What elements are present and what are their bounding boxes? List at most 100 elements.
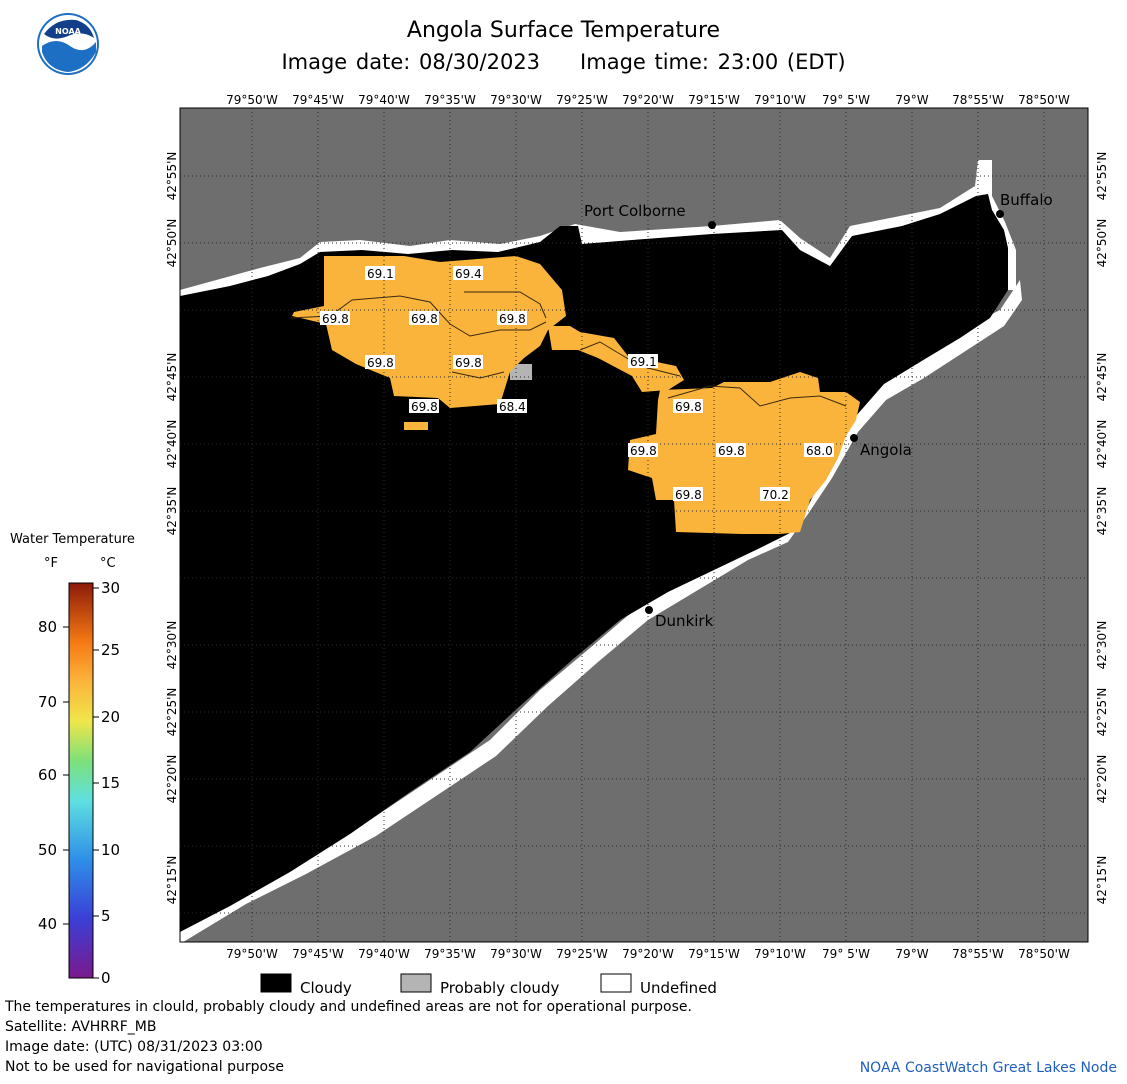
lon-label: 78°55'W — [952, 93, 1004, 107]
lon-label: 79°40'W — [358, 93, 410, 107]
place-label-buffalo: Buffalo — [1000, 191, 1053, 209]
image-date: Image date: 08/30/2023 — [281, 50, 541, 74]
lat-label: 42°35'N — [1095, 487, 1109, 536]
temp-label: 69.8 — [322, 312, 349, 326]
key-swatch-undefined — [600, 973, 632, 993]
temp-label: 69.8 — [675, 400, 702, 414]
angola-marker — [850, 434, 858, 442]
lat-label: 42°30'N — [165, 621, 179, 670]
key-label-undefined: Undefined — [640, 979, 717, 997]
lon-labels-bottom: 79°50'W 79°45'W 79°40'W 79°35'W 79°30'W … — [226, 947, 1070, 961]
buffalo-marker — [996, 210, 1004, 218]
lat-label: 42°45'N — [1095, 353, 1109, 402]
lat-label: 42°40'N — [165, 420, 179, 469]
legend-c-tick: 10 — [101, 841, 120, 859]
temp-label: 69.4 — [455, 267, 482, 281]
temp-label: 69.8 — [411, 400, 438, 414]
lon-label: 79° 5'W — [822, 93, 870, 107]
legend-color-bar — [68, 582, 94, 979]
temp-label: 70.2 — [762, 488, 789, 502]
key-swatch-cloudy — [260, 973, 292, 993]
temp-label: 69.8 — [499, 312, 526, 326]
lat-label: 42°50'N — [165, 219, 179, 268]
lon-label: 79°50'W — [226, 93, 278, 107]
legend-f-tick: 80 — [38, 618, 57, 636]
map-frame — [179, 107, 1089, 943]
footer-credit: NOAA CoastWatch Great Lakes Node — [859, 1060, 1117, 1076]
temp-label: 69.1 — [630, 355, 657, 369]
lon-label: 79°30'W — [490, 93, 542, 107]
legend-c-labels: 30 25 20 15 10 5 0 — [101, 579, 120, 987]
port-colborne-marker — [708, 221, 716, 229]
legend-c-tick: 5 — [101, 907, 111, 925]
legend-ticks — [63, 587, 99, 979]
legend-c-tick: 20 — [101, 708, 120, 726]
lat-labels-left: 42°55'N 42°50'N 42°45'N 42°40'N 42°35'N … — [165, 152, 179, 905]
temp-label: 69.8 — [675, 488, 702, 502]
legend-f-labels: 80 70 60 50 40 — [38, 618, 57, 933]
dunkirk-marker — [645, 606, 653, 614]
legend-c-tick: 25 — [101, 641, 120, 659]
legend-f-tick: 40 — [38, 915, 57, 933]
lon-label: 79°15'W — [688, 947, 740, 961]
legend-f-tick: 60 — [38, 766, 57, 784]
footer-satellite: Satellite: AVHRRF_MB — [5, 1019, 157, 1035]
image-datetime: Image date: 08/30/2023 Image time: 23:00 … — [0, 50, 1127, 74]
footer-utc-date: Image date: (UTC) 08/31/2023 03:00 — [5, 1039, 263, 1055]
lon-label: 79°35'W — [424, 947, 476, 961]
lon-label: 79°20'W — [622, 947, 674, 961]
lon-label: 79°45'W — [292, 93, 344, 107]
lon-label: 79°45'W — [292, 947, 344, 961]
legend-f-tick: 50 — [38, 841, 57, 859]
water-temperature-strip — [548, 326, 684, 392]
temp-label: 68.0 — [806, 444, 833, 458]
legend-c-tick: 15 — [101, 774, 120, 792]
temp-label: 69.8 — [367, 356, 394, 370]
temp-label: 69.1 — [367, 267, 394, 281]
lat-label: 42°55'N — [165, 152, 179, 201]
lon-label: 79°15'W — [688, 93, 740, 107]
place-label-dunkirk: Dunkirk — [655, 612, 714, 630]
lon-label: 78°55'W — [952, 947, 1004, 961]
lon-label: 79°W — [895, 93, 928, 107]
logo-text: NOAA — [55, 27, 81, 36]
lat-label: 42°25'N — [1095, 688, 1109, 737]
graticule — [180, 108, 1088, 942]
lon-label: 79°50'W — [226, 947, 278, 961]
page-title: Angola Surface Temperature — [406, 18, 721, 43]
lon-label: 79°30'W — [490, 947, 542, 961]
lat-label: 42°45'N — [165, 353, 179, 402]
lat-label: 42°35'N — [165, 487, 179, 536]
legend-c-tick: 30 — [101, 579, 120, 597]
category-key: Cloudy Probably cloudy Undefined — [260, 973, 717, 997]
legend-f-tick: 70 — [38, 693, 57, 711]
temp-label: 69.8 — [455, 356, 482, 370]
lat-label: 42°20'N — [165, 755, 179, 804]
lon-label: 78°50'W — [1018, 947, 1070, 961]
lon-label: 79°25'W — [556, 93, 608, 107]
legend-title: Water Temperature — [10, 532, 135, 547]
lon-labels-top: 79°50'W 79°45'W 79°40'W 79°35'W 79°30'W … — [226, 93, 1070, 107]
legend-c-tick: 0 — [101, 969, 111, 987]
key-label-probably-cloudy: Probably cloudy — [440, 979, 559, 997]
temperature-value-labels: 69.1 69.4 69.8 69.8 69.8 69.8 69.8 69.8 … — [320, 266, 834, 502]
temp-label: 68.4 — [499, 400, 526, 414]
lon-label: 79°40'W — [358, 947, 410, 961]
legend-unit-c: °C — [100, 556, 116, 571]
lat-label: 42°40'N — [1095, 420, 1109, 469]
place-label-angola: Angola — [860, 441, 912, 459]
key-label-cloudy: Cloudy — [300, 979, 352, 997]
place-markers: Buffalo Port Colborne Angola Dunkirk — [584, 191, 1053, 630]
lat-label: 42°15'N — [1095, 856, 1109, 905]
lon-label: 79°10'W — [754, 93, 806, 107]
lon-label: 79°W — [895, 947, 928, 961]
temp-label: 69.8 — [411, 312, 438, 326]
place-label-port-colborne: Port Colborne — [584, 202, 686, 220]
noaa-logo-icon: NOAA — [37, 13, 99, 75]
lat-label: 42°20'N — [1095, 755, 1109, 804]
lon-label: 79°35'W — [424, 93, 476, 107]
legend-unit-f: °F — [44, 556, 58, 571]
key-swatch-probably-cloudy — [400, 973, 432, 993]
lat-label: 42°25'N — [165, 688, 179, 737]
